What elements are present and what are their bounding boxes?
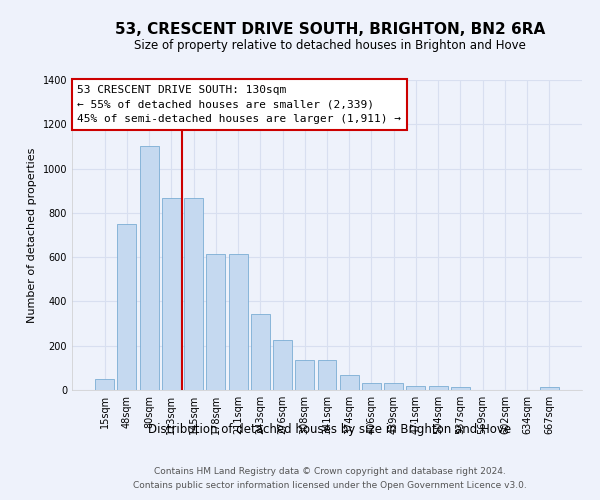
Bar	[140, 146, 158, 390]
Text: Size of property relative to detached houses in Brighton and Hove: Size of property relative to detached ho…	[134, 39, 526, 52]
Bar	[229, 254, 248, 390]
Text: Contains HM Land Registry data © Crown copyright and database right 2024.: Contains HM Land Registry data © Crown c…	[154, 468, 506, 476]
Bar	[451, 388, 470, 390]
Bar	[540, 388, 559, 390]
Bar	[184, 198, 203, 390]
Y-axis label: Number of detached properties: Number of detached properties	[27, 148, 37, 322]
Bar	[317, 360, 337, 390]
Bar	[340, 375, 359, 390]
Text: 53, CRESCENT DRIVE SOUTH, BRIGHTON, BN2 6RA: 53, CRESCENT DRIVE SOUTH, BRIGHTON, BN2 …	[115, 22, 545, 38]
Bar	[162, 198, 181, 390]
Bar	[384, 384, 403, 390]
Bar	[273, 340, 292, 390]
Text: Distribution of detached houses by size in Brighton and Hove: Distribution of detached houses by size …	[148, 422, 512, 436]
Bar	[118, 224, 136, 390]
Bar	[295, 360, 314, 390]
Bar	[406, 386, 425, 390]
Bar	[429, 386, 448, 390]
Text: 53 CRESCENT DRIVE SOUTH: 130sqm
← 55% of detached houses are smaller (2,339)
45%: 53 CRESCENT DRIVE SOUTH: 130sqm ← 55% of…	[77, 84, 401, 124]
Bar	[95, 379, 114, 390]
Bar	[251, 314, 270, 390]
Bar	[206, 254, 225, 390]
Text: Contains public sector information licensed under the Open Government Licence v3: Contains public sector information licen…	[133, 481, 527, 490]
Bar	[362, 384, 381, 390]
